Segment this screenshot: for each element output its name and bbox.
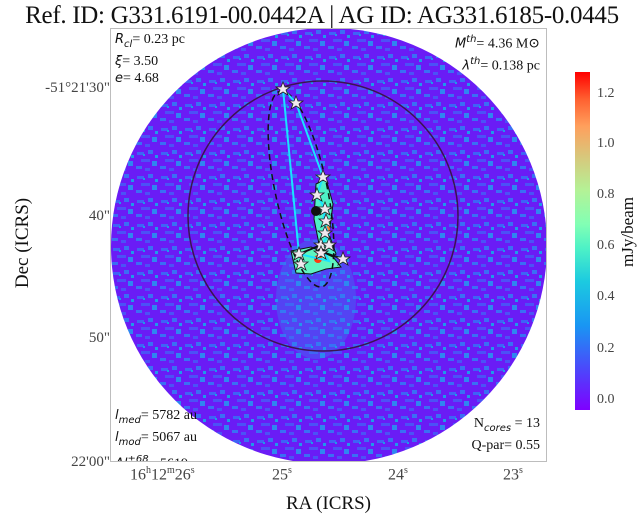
colorbar-tick-0.2: 0.2 xyxy=(597,341,615,356)
annotation-top-left: Rcl= 0.23 pc ξ= 3.50 e= 4.68 xyxy=(115,32,185,86)
annotation-bottom-right: Ncores = 13 Q-par= 0.55 xyxy=(471,416,540,453)
y-tick-3: 22'00" xyxy=(71,454,110,470)
colorbar-tick-0.0: 0.0 xyxy=(597,392,615,407)
y-tick-2: 50" xyxy=(88,330,110,346)
annotation-top-right: Mth= 4.36 M⊙ λth= 0.138 pc xyxy=(454,34,540,74)
image-plot-area: Rcl= 0.23 pc ξ= 3.50 e= 4.68 Mth= 4.36 M… xyxy=(110,28,547,462)
chart-title: Ref. ID: G331.6191-00.0442A | AG ID: AG3… xyxy=(25,2,619,29)
x-axis-label: RA (ICRS) xyxy=(286,493,371,514)
colorbar-tick-0.8: 0.8 xyxy=(597,187,615,202)
y-tick-1: 40" xyxy=(88,208,110,224)
clump-circle xyxy=(187,80,459,352)
colorbar-tick-1.2: 1.2 xyxy=(597,86,615,101)
x-tick-1: 25s xyxy=(272,465,292,484)
x-tick-2: 24s xyxy=(388,465,408,484)
x-tick-3: 23s xyxy=(503,465,523,484)
y-tick-0: -51°21'30" xyxy=(45,80,110,96)
core-star-markers xyxy=(274,80,352,271)
x-tick-0: 16h12m26s xyxy=(130,465,195,484)
annotation-bottom-left: lmed= 5782 au lmod= 5067 au Δl±68= 5619 … xyxy=(115,408,205,462)
colorbar xyxy=(575,72,590,410)
colorbar-tick-0.6: 0.6 xyxy=(597,238,615,253)
emission-map xyxy=(111,29,546,461)
colorbar-tick-0.4: 0.4 xyxy=(597,289,615,304)
y-axis-label: Dec (ICRS) xyxy=(12,197,33,289)
colorbar-tick-1.0: 1.0 xyxy=(597,136,615,151)
colorbar-label: mJy/beam xyxy=(618,197,637,267)
